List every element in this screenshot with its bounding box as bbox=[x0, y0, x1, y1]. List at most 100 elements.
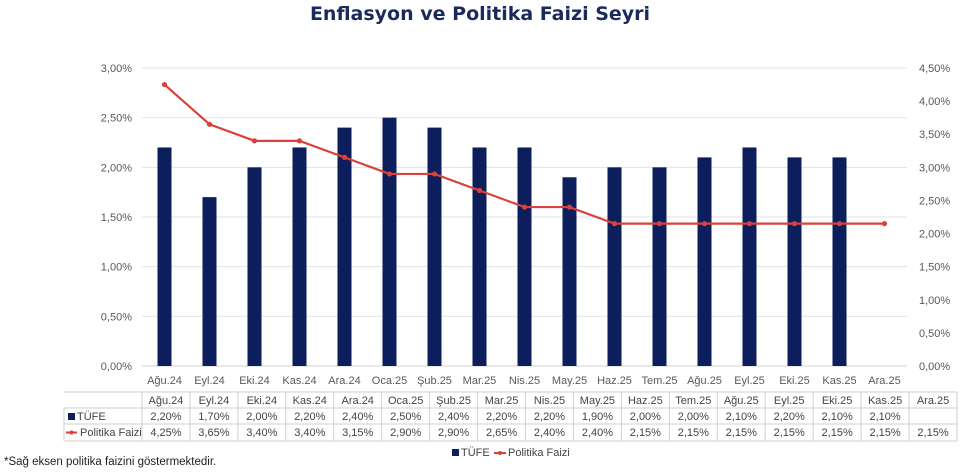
tufe-bar bbox=[382, 117, 397, 367]
tufe-cell: 2,00% bbox=[630, 411, 661, 423]
tufe-bars bbox=[157, 117, 847, 367]
x-tick-label: Haz.25 bbox=[597, 375, 632, 387]
policy-rate-point bbox=[836, 221, 843, 227]
policy-cell: 2,90% bbox=[438, 427, 469, 439]
policy-rate-point bbox=[161, 81, 168, 88]
table-header-cell: Şub.25 bbox=[436, 395, 471, 407]
policy-rate-point bbox=[521, 204, 528, 210]
tufe-cell: 2,50% bbox=[390, 411, 421, 423]
x-tick-label: Eki.25 bbox=[779, 375, 810, 387]
left-tick-label: 1,00% bbox=[101, 262, 132, 274]
x-tick-label: Şub.25 bbox=[417, 375, 452, 387]
policy-cell: 3,40% bbox=[294, 427, 325, 439]
legend-tufe-key bbox=[452, 449, 459, 456]
chart-title: Enflasyon ve Politika Faizi Seyri bbox=[309, 3, 651, 25]
policy-cell: 2,40% bbox=[534, 427, 565, 439]
policy-cell: 2,15% bbox=[869, 427, 900, 439]
x-tick-label: Oca.25 bbox=[372, 375, 407, 387]
right-tick-label: 3,00% bbox=[919, 162, 950, 174]
left-tick-label: 3,00% bbox=[101, 63, 132, 75]
policy-cell: 4,25% bbox=[150, 427, 181, 439]
policy-cell: 2,15% bbox=[774, 427, 805, 439]
policy-rate-point bbox=[881, 221, 888, 227]
x-tick-label: Nis.25 bbox=[509, 375, 540, 387]
tufe-bar bbox=[292, 147, 307, 366]
table-header-cell: Eki.25 bbox=[822, 395, 853, 407]
table-header-cell: Kas.25 bbox=[868, 395, 902, 407]
tufe-cell: 1,70% bbox=[198, 411, 229, 423]
policy-rate-point bbox=[611, 221, 618, 227]
tufe-bar bbox=[742, 147, 757, 366]
x-tick-label: Tem.25 bbox=[641, 375, 677, 387]
legend-tufe-label: TÜFE bbox=[461, 447, 490, 459]
tufe-bar bbox=[247, 167, 262, 366]
table-header-cell: Eyl.25 bbox=[774, 395, 805, 407]
tufe-bar bbox=[562, 177, 577, 366]
legend-policy-label: Politika Faizi bbox=[508, 447, 570, 459]
x-tick-label: Eki.24 bbox=[239, 375, 270, 387]
tufe-bar bbox=[157, 147, 172, 366]
tufe-cell: 2,20% bbox=[534, 411, 565, 423]
tufe-bar bbox=[517, 147, 532, 366]
legend: TÜFE Politika Faizi bbox=[452, 447, 570, 459]
tufe-bar bbox=[697, 157, 712, 366]
tufe-cell: 2,20% bbox=[294, 411, 325, 423]
policy-cell: 2,40% bbox=[582, 427, 613, 439]
right-tick-label: 0,00% bbox=[919, 361, 950, 373]
table-header-cell: Ara.24 bbox=[342, 395, 374, 407]
right-tick-label: 4,50% bbox=[919, 63, 950, 75]
policy-row-key-dot bbox=[69, 430, 74, 435]
tufe-cell: 2,10% bbox=[726, 411, 757, 423]
tufe-cell: 2,10% bbox=[869, 411, 900, 423]
policy-row-label: Politika Faizi bbox=[80, 427, 142, 439]
table-header-cell: Nis.25 bbox=[534, 395, 565, 407]
footnote: *Sağ eksen politika faizini göstermekted… bbox=[4, 456, 217, 468]
x-axis-labels: Ağu.24 Eyl.24 Eki.24 Kas.24 Ara.24 Oca.25 Şub.… bbox=[147, 375, 901, 387]
policy-cell: 3,15% bbox=[342, 427, 373, 439]
tufe-bar bbox=[607, 167, 622, 366]
policy-rate-point bbox=[296, 138, 303, 144]
left-tick-label: 2,00% bbox=[101, 162, 132, 174]
policy-cell: 2,65% bbox=[486, 427, 517, 439]
table-header-cell: Ara.25 bbox=[917, 395, 949, 407]
policy-cell: 2,15% bbox=[917, 427, 948, 439]
policy-rate-point bbox=[251, 138, 258, 144]
tufe-bar bbox=[427, 127, 442, 366]
table-header-cell: Haz.25 bbox=[628, 395, 663, 407]
x-tick-label: Ağu.24 bbox=[147, 375, 182, 387]
policy-cell: 3,65% bbox=[198, 427, 229, 439]
tufe-cell: 2,20% bbox=[774, 411, 805, 423]
policy-rate-point bbox=[656, 221, 663, 227]
tufe-bar bbox=[337, 127, 352, 366]
right-tick-label: 1,00% bbox=[919, 295, 950, 307]
policy-rate-point bbox=[341, 154, 348, 160]
policy-rate-point bbox=[431, 171, 438, 177]
tufe-cell: 2,20% bbox=[486, 411, 517, 423]
x-tick-label: May.25 bbox=[552, 375, 587, 387]
policy-rate-point bbox=[566, 204, 573, 210]
policy-rate-line bbox=[161, 81, 888, 227]
right-tick-label: 4,00% bbox=[919, 96, 950, 108]
x-tick-label: Ara.25 bbox=[868, 375, 900, 387]
table-header-cell: Tem.25 bbox=[675, 395, 711, 407]
policy-rate-point bbox=[476, 187, 483, 194]
left-axis: 0,00% 0,50% 1,00% 1,50% 2,00% 2,50% 3,00% bbox=[101, 63, 132, 373]
tufe-cell: 2,10% bbox=[822, 411, 853, 423]
tufe-bar bbox=[202, 197, 217, 366]
x-tick-label: Kas.24 bbox=[282, 375, 316, 387]
policy-rate-point bbox=[386, 171, 393, 177]
left-tick-label: 1,50% bbox=[101, 212, 132, 224]
tufe-cell: 2,00% bbox=[246, 411, 277, 423]
table-header-cell: May.25 bbox=[580, 395, 615, 407]
tufe-bar bbox=[472, 147, 487, 366]
table-header-cell: Eki.24 bbox=[247, 395, 278, 407]
x-tick-label: Eyl.25 bbox=[734, 375, 765, 387]
left-tick-label: 2,50% bbox=[101, 113, 132, 125]
left-tick-label: 0,00% bbox=[101, 361, 132, 373]
policy-rate-point bbox=[701, 221, 708, 227]
right-tick-label: 3,50% bbox=[919, 129, 950, 141]
x-tick-label: Eyl.24 bbox=[194, 375, 225, 387]
right-tick-label: 1,50% bbox=[919, 262, 950, 274]
table-header-cell: Eyl.24 bbox=[199, 395, 230, 407]
policy-cell: 2,15% bbox=[726, 427, 757, 439]
